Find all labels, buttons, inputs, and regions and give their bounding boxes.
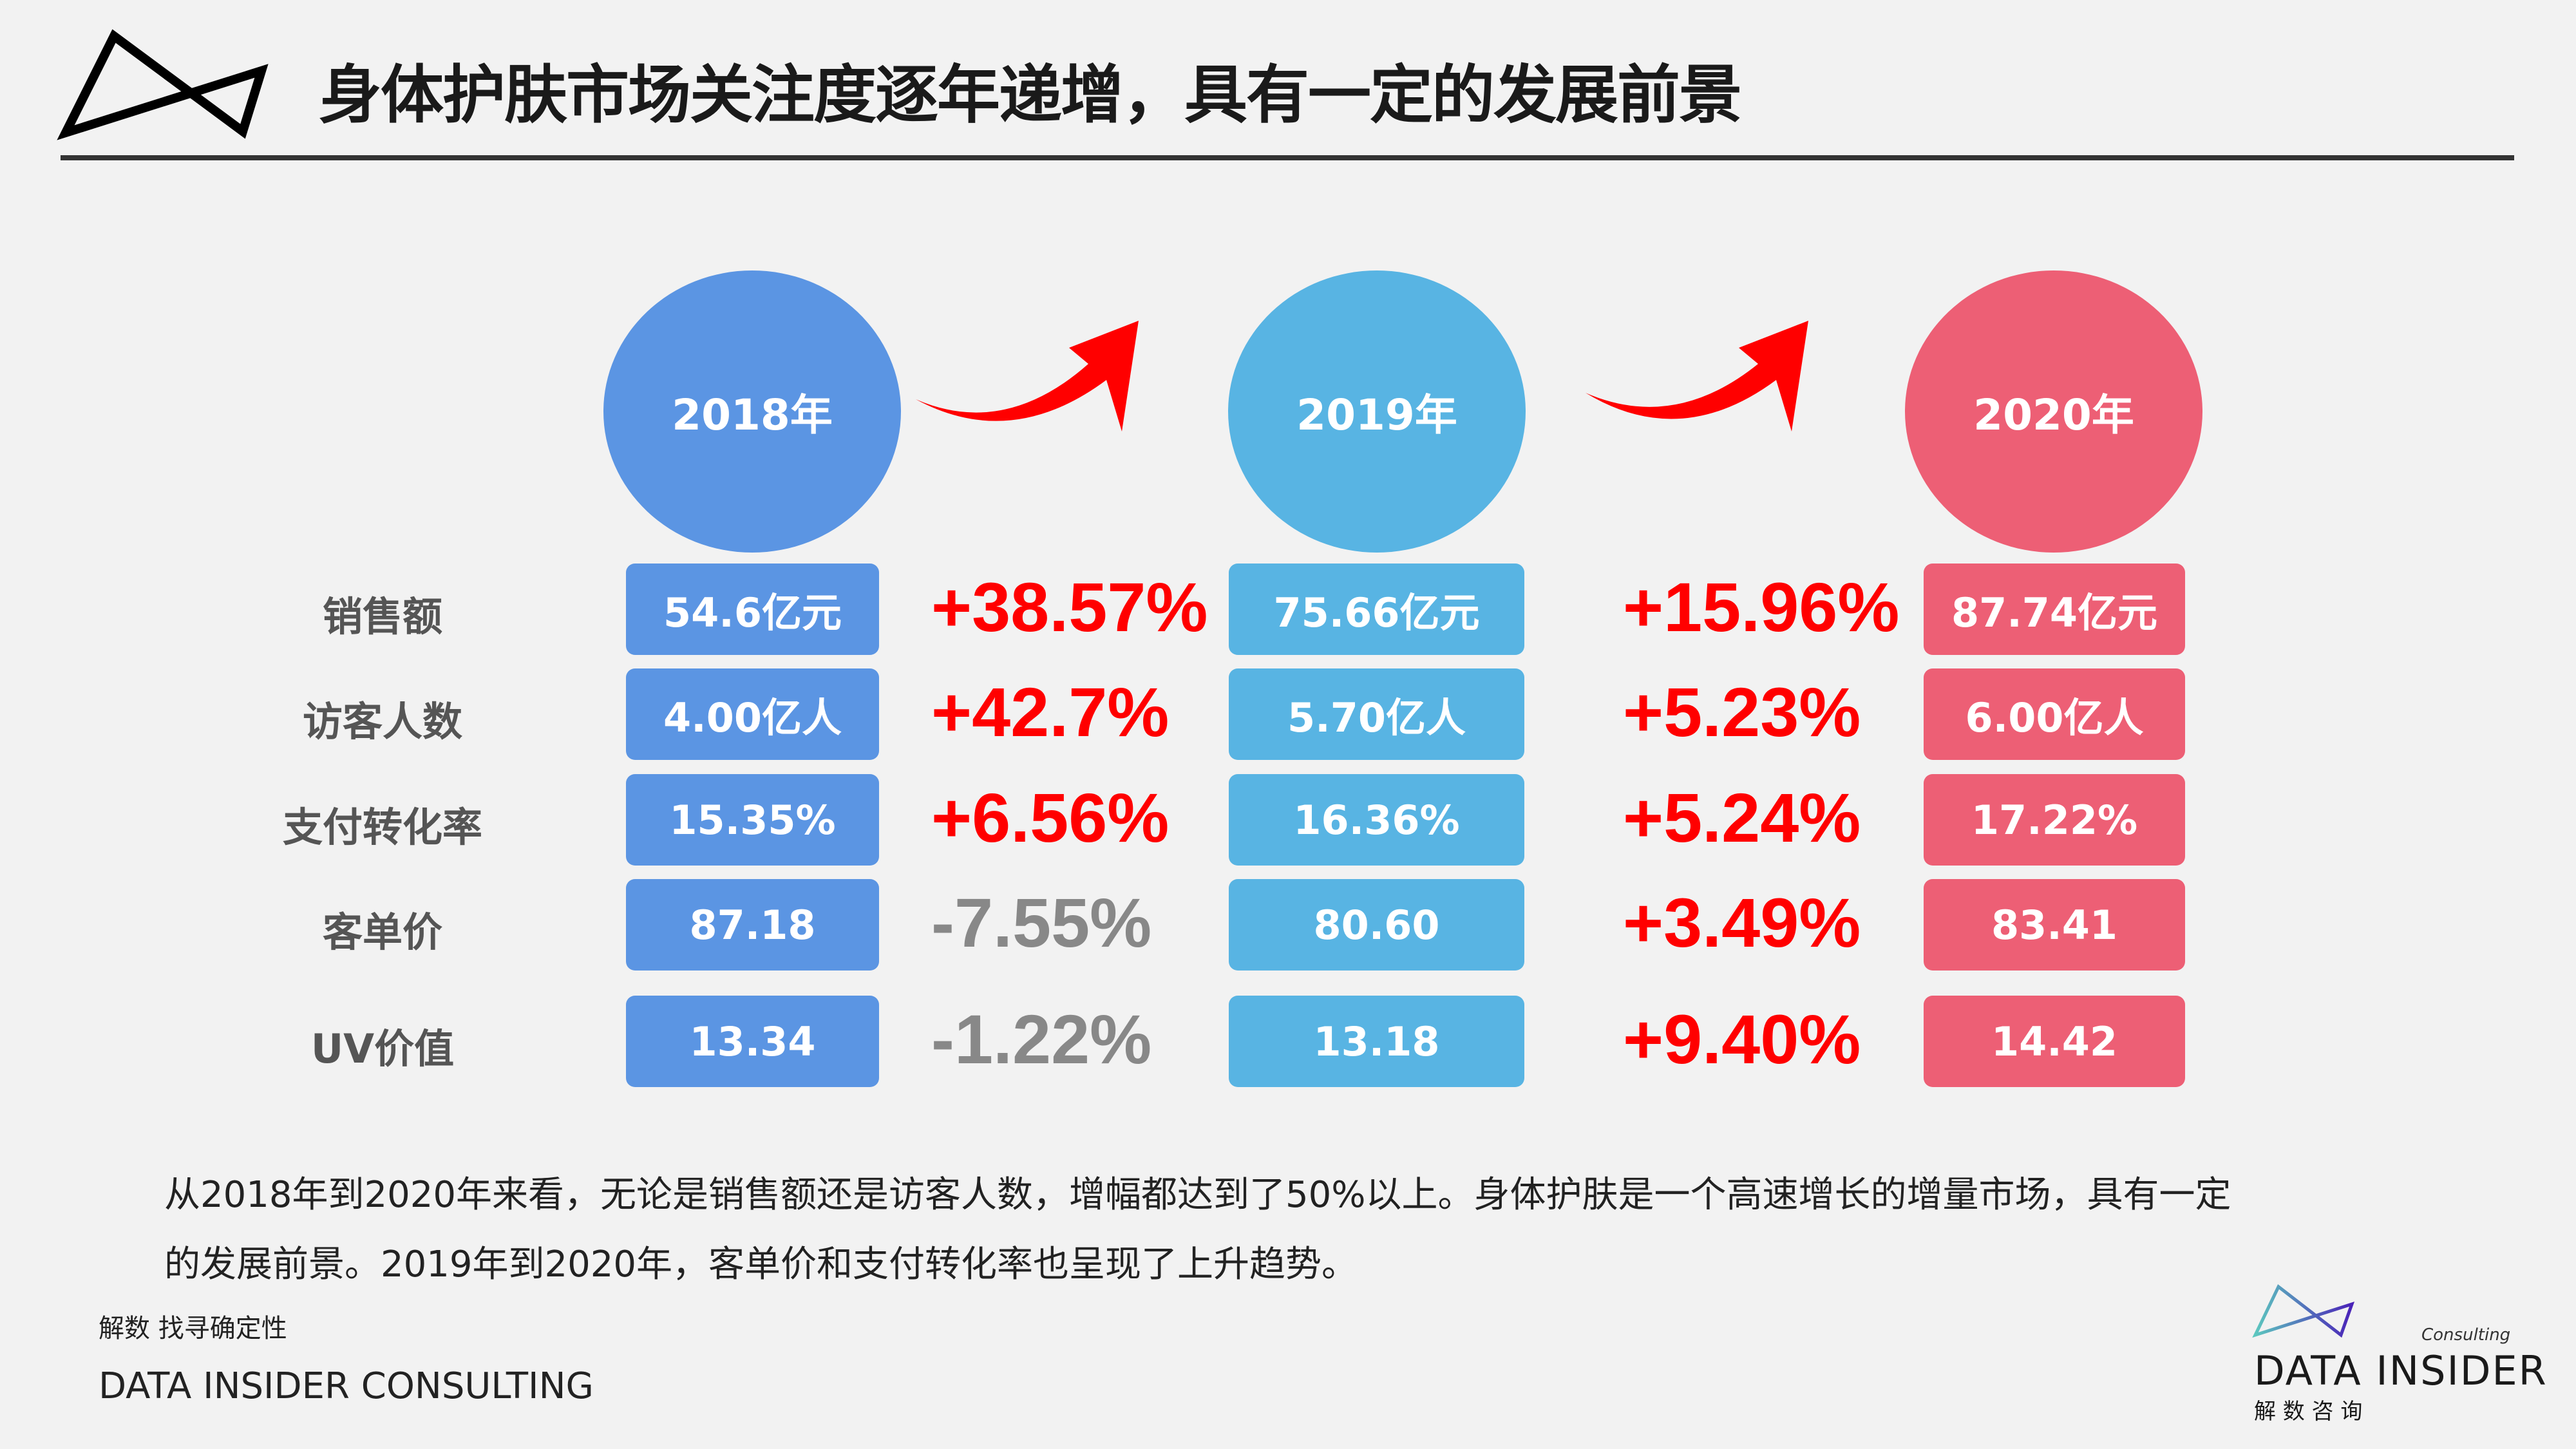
change-percent: +5.23%: [1623, 673, 1861, 751]
summary-line-2: 的发展前景。2019年到2020年，客单价和支付转化率也呈现了上升趋势。: [164, 1244, 1358, 1285]
value-box-y2019: 75.66亿元: [1229, 564, 1524, 655]
metric-label: UV价值: [310, 1025, 455, 1072]
change-percent: +38.57%: [931, 568, 1208, 646]
footer-company: DATA INSIDER CONSULTING: [99, 1365, 594, 1407]
year-circle-2018: 2018年: [603, 270, 901, 553]
value-box-y2020: 6.00亿人: [1924, 668, 2185, 760]
change-percent: +42.7%: [931, 673, 1170, 751]
summary-line-1: 从2018年到2020年来看，无论是销售额还是访客人数，增幅都达到了50%以上。…: [164, 1174, 2231, 1216]
page-title: 身体护肤市场关注度逐年递增，具有一定的发展前景: [319, 59, 1742, 132]
value-box-y2018: 4.00亿人: [626, 668, 879, 760]
change-percent: +3.49%: [1623, 884, 1861, 961]
change-percent: +5.24%: [1623, 779, 1861, 857]
value-box-y2019: 5.70亿人: [1229, 668, 1524, 760]
change-percent: +6.56%: [931, 779, 1170, 857]
change-percent: +15.96%: [1623, 568, 1900, 646]
value-box-y2020: 17.22%: [1924, 774, 2185, 866]
growth-arrow-icon: [916, 321, 1139, 431]
value-box-y2018: 54.6亿元: [626, 564, 879, 655]
value-box-y2018: 15.35%: [626, 774, 879, 866]
value-box-y2019: 16.36%: [1229, 774, 1524, 866]
brand-consulting: Consulting: [2421, 1325, 2511, 1345]
change-percent: -1.22%: [931, 1000, 1152, 1078]
value-box-y2019: 80.60: [1229, 879, 1524, 971]
value-box-y2018: 13.34: [626, 996, 879, 1087]
change-percent: -7.55%: [931, 884, 1152, 961]
value-box-y2018: 87.18: [626, 879, 879, 971]
year-circle-2020: 2020年: [1905, 270, 2202, 553]
header-divider: [61, 155, 2514, 160]
brand-name: DATA INSIDER: [2254, 1347, 2548, 1394]
change-percent: +9.40%: [1623, 1000, 1861, 1078]
value-box-y2019: 13.18: [1229, 996, 1524, 1087]
metric-label: 客单价: [322, 909, 442, 956]
value-box-y2020: 14.42: [1924, 996, 2185, 1087]
value-box-y2020: 83.41: [1924, 879, 2185, 971]
metric-label: 访客人数: [302, 698, 462, 745]
brand-logo-icon: [2252, 1284, 2355, 1338]
metric-label: 销售额: [322, 593, 442, 640]
metric-label: 支付转化率: [282, 804, 482, 851]
logo-icon: [57, 29, 269, 140]
footer-slogan: 解数 找寻确定性: [99, 1314, 287, 1343]
value-box-y2020: 87.74亿元: [1924, 564, 2185, 655]
year-circle-2019: 2019年: [1228, 270, 1526, 553]
growth-arrow-icon: [1586, 321, 1808, 431]
brand-cn: 解 数 咨 询: [2254, 1399, 2363, 1425]
